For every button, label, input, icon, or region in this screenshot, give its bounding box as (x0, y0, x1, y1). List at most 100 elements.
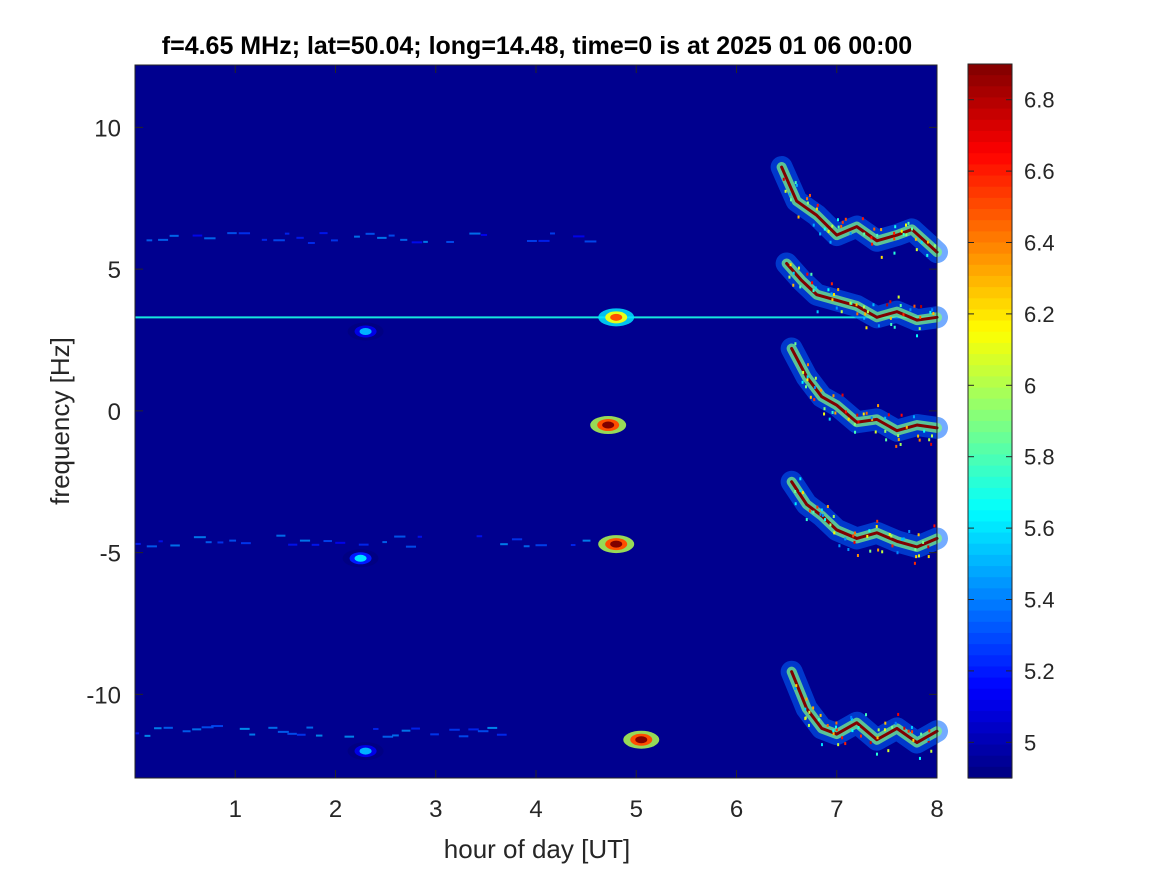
colorbar-tick-label: 6.6 (1024, 159, 1055, 184)
x-tick-label: 5 (630, 796, 643, 823)
colorbar-tick-label: 6.8 (1024, 88, 1055, 113)
colorbar-ticks: 6.8 6.6 6.4 6.2 6 5.8 5.6 5.4 5.2 5 (968, 88, 1055, 755)
colorbar-step (968, 487, 1012, 500)
trace-speckle (927, 545, 930, 549)
trace-speckle (844, 410, 847, 414)
weak-trace-cell (526, 239, 537, 242)
colorbar-step (968, 621, 1012, 634)
trace-speckle (810, 272, 813, 276)
colorbar-step (968, 711, 1012, 723)
trace-speckle (813, 398, 816, 402)
weak-trace-cell (158, 238, 169, 241)
trace-speckle (880, 228, 883, 232)
trace-speckle (866, 534, 869, 538)
trace-speckle (789, 263, 792, 267)
trace-speckle (812, 223, 815, 227)
weak-trace-cell (311, 543, 320, 546)
weak-trace-cell (388, 234, 395, 237)
trace-speckle (819, 232, 822, 236)
trace-speckle (831, 224, 834, 228)
trace-speckle (834, 411, 837, 415)
trace-speckle (837, 225, 840, 229)
trace-speckle (784, 189, 787, 193)
trace-speckle (820, 743, 823, 747)
weak-trace-cell (284, 232, 290, 235)
weak-trace-cell (135, 542, 141, 545)
trace-speckle (907, 221, 910, 225)
colorbar-step (968, 443, 1012, 456)
weak-trace-cell (400, 238, 408, 241)
trace-speckle (856, 413, 859, 417)
weak-trace-cell (135, 732, 140, 735)
trace-speckle (804, 716, 807, 720)
trace-speckle (806, 201, 809, 205)
weak-trace-cell (217, 541, 224, 544)
trace-speckle (821, 513, 824, 517)
weak-trace-cell (201, 726, 214, 729)
trace-core (790, 346, 939, 433)
trace-speckle (841, 393, 844, 397)
weak-trace-cell (365, 232, 375, 235)
trace-speckle (926, 253, 929, 257)
trace-speckle (840, 310, 843, 314)
signal-blob (342, 549, 379, 568)
trace-speckle (811, 281, 814, 285)
trace-speckle (841, 220, 844, 224)
weak-trace-cell (582, 539, 591, 542)
doppler-trace (775, 252, 948, 338)
heatmap-features (135, 156, 948, 761)
colorbar-step (968, 432, 1012, 444)
trace-speckle (847, 417, 850, 421)
blob-core (354, 554, 367, 562)
trace-speckle (865, 411, 868, 415)
trace-speckle (794, 181, 797, 185)
trace-speckle (864, 312, 867, 316)
weak-trace-cell (550, 232, 555, 235)
trace-speckle (824, 518, 827, 522)
trace-speckle (854, 430, 857, 434)
colorbar-step (968, 688, 1012, 701)
trace-speckle (908, 529, 911, 533)
colorbar-step (968, 320, 1012, 333)
trace-speckle (802, 370, 805, 374)
colorbar-step (968, 287, 1012, 299)
signal-blob (347, 322, 384, 341)
trace-speckle (856, 554, 859, 558)
blob-core (359, 327, 372, 335)
trace-speckle (782, 177, 785, 181)
trace-speckle (890, 323, 893, 327)
trace-speckle (912, 738, 915, 742)
colorbar-step (968, 744, 1012, 757)
trace-speckle (859, 734, 862, 738)
weak-trace (146, 232, 597, 244)
trace-speckle (808, 710, 811, 714)
trace-speckle (812, 289, 815, 293)
trace-speckle (788, 192, 791, 196)
blob-core (610, 313, 623, 321)
colorbar-step (968, 666, 1012, 679)
weak-trace-cell (146, 239, 153, 242)
trace-speckle (823, 412, 826, 416)
trace-speckle (911, 730, 914, 734)
trace-core (790, 480, 939, 549)
trace-speckle (835, 721, 838, 725)
colorbar: 6.8 6.6 6.4 6.2 6 5.8 5.6 5.4 5.2 5 (967, 63, 1055, 779)
trace-speckle (876, 519, 879, 523)
trace-speckle (851, 729, 854, 733)
trace-speckle (813, 386, 816, 390)
weak-trace-cell (535, 544, 547, 547)
trace-speckle (805, 385, 808, 389)
trace-speckle (792, 283, 795, 287)
trace-speckle (920, 240, 923, 244)
colorbar-step (968, 532, 1012, 545)
weak-trace-cell (158, 540, 163, 543)
plot-background (135, 65, 937, 778)
x-tick-label: 1 (229, 796, 242, 823)
colorbar-step (968, 186, 1012, 199)
colorbar-step (968, 376, 1012, 389)
trace-speckle (902, 313, 905, 317)
trace-speckle (866, 310, 869, 314)
colorbar-step (968, 510, 1012, 523)
trace-speckle (806, 363, 809, 367)
trace-speckle (877, 324, 880, 328)
